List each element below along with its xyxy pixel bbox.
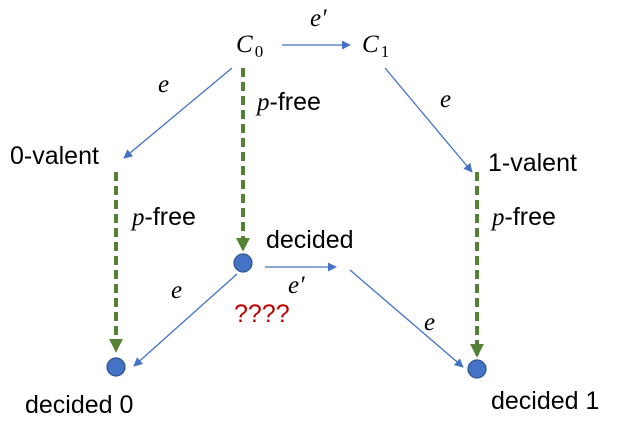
edge-label-e-left-bottom: e [171, 277, 182, 304]
pfree-label-right: p-free [490, 203, 556, 231]
edge-label-e-prime-top: e′ [310, 5, 327, 32]
decided-1-label: decided 1 [491, 387, 599, 415]
edge-decided-to-decided-0 [133, 273, 238, 367]
edge-label-e-left-top: e [158, 71, 169, 98]
decided-0-node [106, 357, 126, 377]
edge-to-decided-1 [349, 269, 464, 368]
decided-1-node [467, 359, 487, 379]
edge-c1-to-one-valent [384, 67, 473, 173]
pfree-label-left: p-free [130, 203, 196, 231]
decided-node [233, 253, 253, 273]
one-valent-label: 1-valent [488, 149, 577, 177]
edge-c0-to-zero-valent [123, 67, 233, 159]
edge-label-e-right-bottom: e [424, 309, 435, 336]
pfree-label-center: p-free [255, 88, 321, 116]
unknown-marker: ???? [234, 300, 290, 328]
decided-label: decided [266, 226, 354, 254]
edge-label-e-right-top: e [440, 86, 451, 113]
zero-valent-label: 0-valent [10, 142, 99, 170]
edge-label-e-prime-middle: e′ [288, 272, 305, 299]
decided-0-label: decided 0 [25, 391, 133, 419]
